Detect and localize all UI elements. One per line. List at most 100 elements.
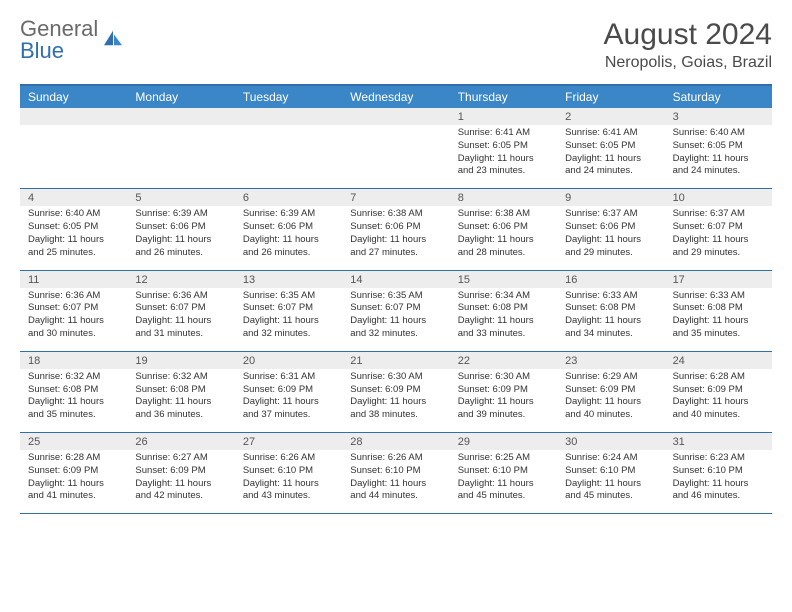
day-info-line: Daylight: 11 hours bbox=[673, 396, 764, 409]
day-info-line: Sunrise: 6:34 AM bbox=[458, 290, 549, 303]
day-info-line: Sunrise: 6:32 AM bbox=[28, 371, 119, 384]
day-number: 10 bbox=[665, 189, 772, 206]
day-cell: Sunrise: 6:37 AMSunset: 6:07 PMDaylight:… bbox=[665, 206, 772, 269]
day-info-line: Sunrise: 6:37 AM bbox=[565, 208, 656, 221]
day-info-line: Daylight: 11 hours bbox=[565, 396, 656, 409]
day-info-line: Sunrise: 6:41 AM bbox=[458, 127, 549, 140]
day-number bbox=[20, 108, 127, 125]
day-info-line: Sunset: 6:06 PM bbox=[135, 221, 226, 234]
day-info-line: and 36 minutes. bbox=[135, 409, 226, 422]
day-cell: Sunrise: 6:35 AMSunset: 6:07 PMDaylight:… bbox=[235, 288, 342, 351]
day-info-line: Sunset: 6:08 PM bbox=[135, 384, 226, 397]
day-cell: Sunrise: 6:26 AMSunset: 6:10 PMDaylight:… bbox=[342, 450, 449, 513]
day-info-line: Sunset: 6:07 PM bbox=[135, 302, 226, 315]
week-row: Sunrise: 6:41 AMSunset: 6:05 PMDaylight:… bbox=[20, 125, 772, 189]
day-info-line: Sunset: 6:07 PM bbox=[350, 302, 441, 315]
day-info-line: Sunrise: 6:28 AM bbox=[673, 371, 764, 384]
day-info-line: Sunrise: 6:26 AM bbox=[350, 452, 441, 465]
day-cell: Sunrise: 6:39 AMSunset: 6:06 PMDaylight:… bbox=[127, 206, 234, 269]
day-number: 6 bbox=[235, 189, 342, 206]
day-info-line: and 42 minutes. bbox=[135, 490, 226, 503]
day-info-line: and 29 minutes. bbox=[673, 247, 764, 260]
day-info-line: Daylight: 11 hours bbox=[673, 234, 764, 247]
day-info-line: and 33 minutes. bbox=[458, 328, 549, 341]
daynum-row: 45678910 bbox=[20, 189, 772, 206]
day-number: 17 bbox=[665, 271, 772, 288]
day-info-line: Sunset: 6:09 PM bbox=[458, 384, 549, 397]
day-info-line: and 34 minutes. bbox=[565, 328, 656, 341]
day-info-line: Sunrise: 6:38 AM bbox=[350, 208, 441, 221]
day-info-line: Sunset: 6:05 PM bbox=[673, 140, 764, 153]
day-info-line: Sunrise: 6:30 AM bbox=[350, 371, 441, 384]
day-header-tue: Tuesday bbox=[235, 86, 342, 108]
day-cell: Sunrise: 6:37 AMSunset: 6:06 PMDaylight:… bbox=[557, 206, 664, 269]
header: General Blue August 2024 Neropolis, Goia… bbox=[20, 18, 772, 72]
day-info-line: Sunrise: 6:37 AM bbox=[673, 208, 764, 221]
day-number: 3 bbox=[665, 108, 772, 125]
day-cell: Sunrise: 6:33 AMSunset: 6:08 PMDaylight:… bbox=[665, 288, 772, 351]
day-info-line: and 44 minutes. bbox=[350, 490, 441, 503]
day-cell bbox=[127, 125, 234, 188]
day-info-line: and 32 minutes. bbox=[243, 328, 334, 341]
day-info-line: and 46 minutes. bbox=[673, 490, 764, 503]
day-info-line: Sunrise: 6:25 AM bbox=[458, 452, 549, 465]
day-info-line: and 28 minutes. bbox=[458, 247, 549, 260]
day-header-mon: Monday bbox=[127, 86, 234, 108]
day-cell: Sunrise: 6:30 AMSunset: 6:09 PMDaylight:… bbox=[342, 369, 449, 432]
day-info-line: Daylight: 11 hours bbox=[350, 315, 441, 328]
weeks-container: 123Sunrise: 6:41 AMSunset: 6:05 PMDaylig… bbox=[20, 108, 772, 514]
day-info-line: Sunrise: 6:30 AM bbox=[458, 371, 549, 384]
day-info-line: Daylight: 11 hours bbox=[458, 478, 549, 491]
day-info-line: and 24 minutes. bbox=[673, 165, 764, 178]
day-number: 23 bbox=[557, 352, 664, 369]
day-info-line: and 40 minutes. bbox=[673, 409, 764, 422]
location: Neropolis, Goias, Brazil bbox=[604, 54, 772, 72]
day-info-line: and 40 minutes. bbox=[565, 409, 656, 422]
week-row: Sunrise: 6:36 AMSunset: 6:07 PMDaylight:… bbox=[20, 288, 772, 352]
day-number: 1 bbox=[450, 108, 557, 125]
day-number: 7 bbox=[342, 189, 449, 206]
day-info-line: Sunrise: 6:39 AM bbox=[135, 208, 226, 221]
day-header-fri: Friday bbox=[557, 86, 664, 108]
day-info-line: Sunset: 6:09 PM bbox=[565, 384, 656, 397]
day-cell: Sunrise: 6:38 AMSunset: 6:06 PMDaylight:… bbox=[342, 206, 449, 269]
month-title: August 2024 bbox=[604, 18, 772, 52]
day-cell: Sunrise: 6:27 AMSunset: 6:09 PMDaylight:… bbox=[127, 450, 234, 513]
day-info-line: Daylight: 11 hours bbox=[135, 315, 226, 328]
daynum-row: 11121314151617 bbox=[20, 271, 772, 288]
day-header-thu: Thursday bbox=[450, 86, 557, 108]
day-info-line: Daylight: 11 hours bbox=[28, 234, 119, 247]
day-number: 18 bbox=[20, 352, 127, 369]
day-info-line: and 24 minutes. bbox=[565, 165, 656, 178]
day-info-line: Sunrise: 6:36 AM bbox=[28, 290, 119, 303]
day-number: 8 bbox=[450, 189, 557, 206]
day-number: 14 bbox=[342, 271, 449, 288]
day-cell: Sunrise: 6:39 AMSunset: 6:06 PMDaylight:… bbox=[235, 206, 342, 269]
day-info-line: and 35 minutes. bbox=[28, 409, 119, 422]
day-info-line: Daylight: 11 hours bbox=[135, 234, 226, 247]
title-block: August 2024 Neropolis, Goias, Brazil bbox=[604, 18, 772, 72]
day-info-line: Sunset: 6:06 PM bbox=[458, 221, 549, 234]
day-info-line: Sunrise: 6:24 AM bbox=[565, 452, 656, 465]
day-cell: Sunrise: 6:25 AMSunset: 6:10 PMDaylight:… bbox=[450, 450, 557, 513]
day-cell: Sunrise: 6:41 AMSunset: 6:05 PMDaylight:… bbox=[450, 125, 557, 188]
week-row: Sunrise: 6:28 AMSunset: 6:09 PMDaylight:… bbox=[20, 450, 772, 514]
day-info-line: Sunrise: 6:35 AM bbox=[350, 290, 441, 303]
day-info-line: Daylight: 11 hours bbox=[350, 478, 441, 491]
week-row: Sunrise: 6:40 AMSunset: 6:05 PMDaylight:… bbox=[20, 206, 772, 270]
day-info-line: Daylight: 11 hours bbox=[350, 234, 441, 247]
day-info-line: Sunrise: 6:33 AM bbox=[565, 290, 656, 303]
day-cell: Sunrise: 6:36 AMSunset: 6:07 PMDaylight:… bbox=[127, 288, 234, 351]
day-number: 21 bbox=[342, 352, 449, 369]
day-number: 31 bbox=[665, 433, 772, 450]
day-info-line: Sunset: 6:06 PM bbox=[350, 221, 441, 234]
day-info-line: Sunset: 6:05 PM bbox=[458, 140, 549, 153]
day-cell: Sunrise: 6:40 AMSunset: 6:05 PMDaylight:… bbox=[665, 125, 772, 188]
day-number: 16 bbox=[557, 271, 664, 288]
day-info-line: and 32 minutes. bbox=[350, 328, 441, 341]
day-info-line: Sunrise: 6:41 AM bbox=[565, 127, 656, 140]
day-cell: Sunrise: 6:41 AMSunset: 6:05 PMDaylight:… bbox=[557, 125, 664, 188]
day-cell: Sunrise: 6:31 AMSunset: 6:09 PMDaylight:… bbox=[235, 369, 342, 432]
day-info-line: and 45 minutes. bbox=[458, 490, 549, 503]
day-cell: Sunrise: 6:33 AMSunset: 6:08 PMDaylight:… bbox=[557, 288, 664, 351]
